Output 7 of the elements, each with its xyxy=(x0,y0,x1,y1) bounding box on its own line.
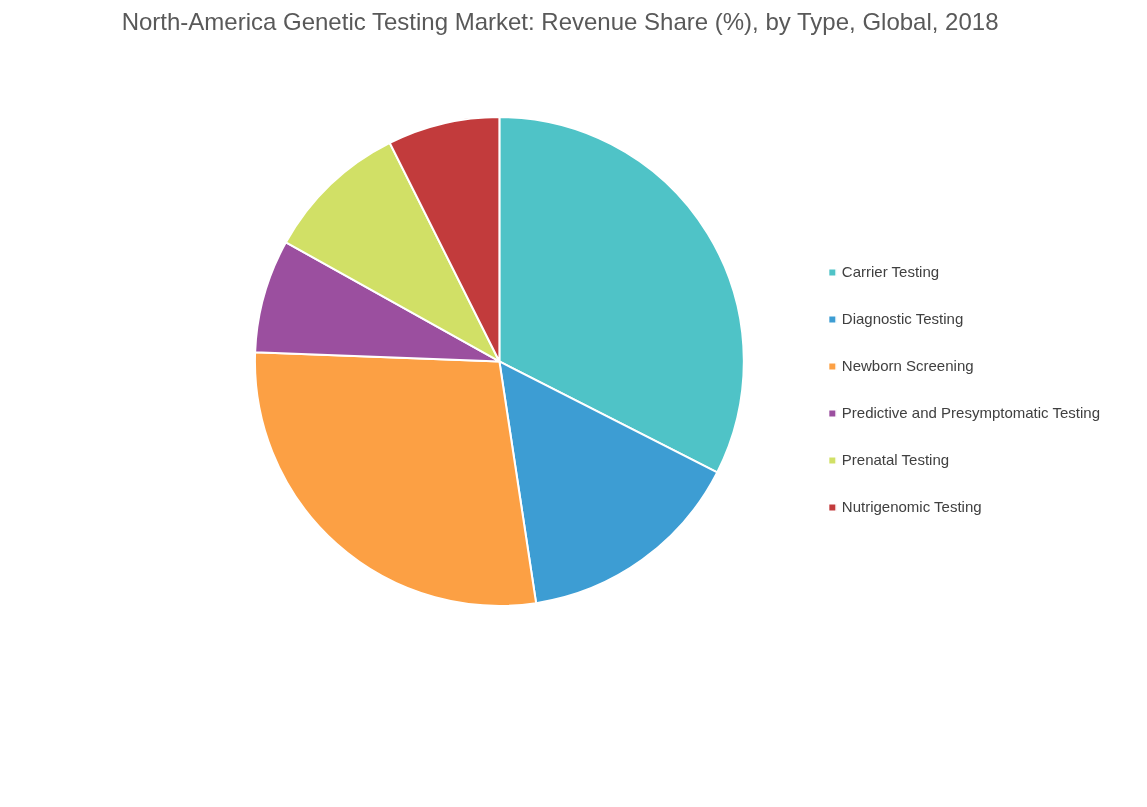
legend-label: Prenatal Testing xyxy=(841,451,950,468)
legend-label: Diagnostic Testing xyxy=(841,310,964,327)
chart-title: North-America Genetic Testing Market: Revenue Share (%), by Type, Global, 2018 xyxy=(121,7,999,35)
legend-label: Newborn Screening xyxy=(841,357,974,374)
legend-label: Predictive and Presymptomatic Testing xyxy=(841,404,1100,421)
legend-label: Nutrigenomic Testing xyxy=(841,498,982,515)
legend-label: Carrier Testing xyxy=(841,263,940,280)
